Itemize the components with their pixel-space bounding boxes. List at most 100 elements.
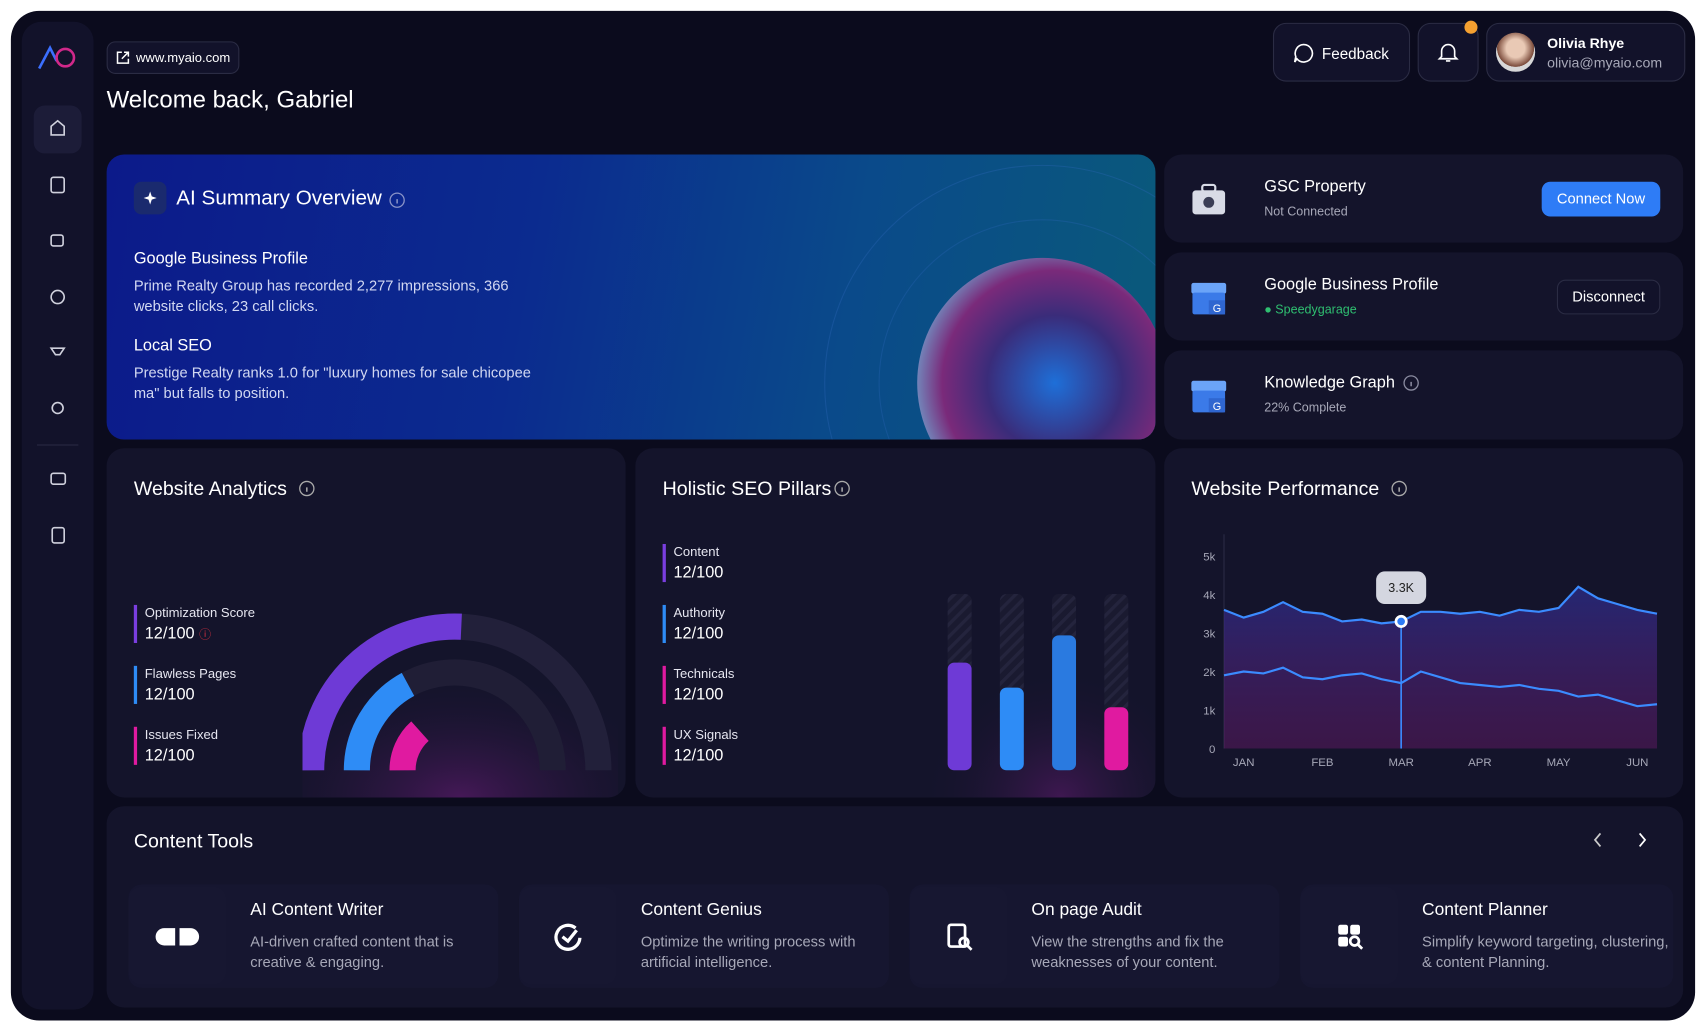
tool-text: AI Content Writer AI-driven crafted conte… bbox=[250, 901, 500, 973]
tool-title: AI Content Writer bbox=[250, 900, 384, 920]
integration-card: G Knowledge Graph 22% Complete bbox=[1164, 350, 1684, 440]
section-heading: Local SEO bbox=[133, 336, 212, 355]
feedback-button[interactable]: Feedback bbox=[1272, 22, 1411, 82]
tool-card[interactable]: AI Content Writer AI-driven crafted conte… bbox=[128, 884, 500, 988]
metric-label: Technicals bbox=[673, 665, 735, 682]
svg-text:G: G bbox=[1213, 401, 1221, 413]
x-tick-label: MAR bbox=[1388, 757, 1413, 769]
hover-point-core bbox=[1397, 617, 1405, 626]
metric-value: 12/100 bbox=[144, 746, 195, 765]
x-tick-label: JUN bbox=[1626, 757, 1648, 769]
tool-text: On page Audit View the strengths and fix … bbox=[1031, 901, 1281, 973]
tool-text: Content Planner Simplify keyword targetin… bbox=[1422, 901, 1672, 973]
sparkle-icon bbox=[133, 181, 167, 215]
bell-icon bbox=[1437, 43, 1459, 62]
integration-status: Not Connected bbox=[1264, 205, 1348, 219]
tool-card[interactable]: Content Planner Simplify keyword targetin… bbox=[1300, 884, 1674, 988]
nav-icon[interactable] bbox=[51, 401, 64, 415]
metric-label: Flawless Pages bbox=[144, 665, 237, 682]
toolbox-icon bbox=[1192, 183, 1226, 215]
x-tick-label: JAN bbox=[1233, 757, 1255, 769]
x-tick-label: APR bbox=[1468, 757, 1491, 769]
tool-title: Content Planner bbox=[1422, 900, 1548, 920]
tool-icon bbox=[1300, 886, 1399, 985]
tool-description: AI-driven crafted content that is creati… bbox=[250, 933, 454, 971]
nav-icon[interactable] bbox=[50, 176, 66, 194]
metric: Issues Fixed 12/100 bbox=[133, 726, 218, 765]
user-name: Olivia Rhye bbox=[1547, 34, 1625, 52]
integration-name: Knowledge Graph bbox=[1264, 373, 1395, 392]
metric: Technicals 12/100 bbox=[662, 665, 735, 704]
y-tick-label: 3k bbox=[1203, 628, 1215, 640]
ai-summary-title: AI Summary Overview bbox=[176, 187, 382, 210]
card-title: Content Tools bbox=[133, 830, 254, 852]
tool-icon bbox=[518, 886, 617, 985]
home-icon bbox=[50, 119, 66, 136]
info-icon[interactable] bbox=[298, 480, 315, 497]
nav-icon[interactable] bbox=[51, 526, 66, 544]
nav-icon[interactable] bbox=[49, 347, 66, 356]
connect-button[interactable]: Connect Now bbox=[1541, 181, 1661, 217]
section-text: Prime Realty Group has recorded 2,277 im… bbox=[133, 277, 509, 315]
metric-value-text: 12/100 bbox=[144, 624, 195, 644]
tooltip-label: 3.3K bbox=[1388, 581, 1414, 595]
metric-value: 12/100 bbox=[673, 563, 724, 583]
x-tick-label: FEB bbox=[1311, 757, 1333, 769]
info-icon[interactable] bbox=[833, 480, 850, 497]
gbp-icon: G bbox=[1191, 282, 1227, 315]
sidebar-icons bbox=[33, 45, 82, 544]
analytics-card: Website Analytics Optimization Score 12/1… bbox=[106, 448, 626, 798]
info-icon[interactable] bbox=[1390, 480, 1407, 497]
metric-value: 12/100 bbox=[144, 685, 195, 704]
integration-card: G Google Business Profile ● Speedygarage… bbox=[1164, 252, 1684, 341]
series-line bbox=[1223, 666, 1658, 708]
metric-label: Content bbox=[673, 544, 720, 560]
carousel-arrows[interactable] bbox=[1588, 830, 1653, 850]
integration-status: 22% Complete bbox=[1264, 401, 1347, 415]
chat-icon bbox=[1293, 43, 1314, 63]
tool-icon bbox=[909, 886, 1008, 985]
metric: Optimization Score 12/100 ⓘ bbox=[133, 604, 256, 644]
nav-home[interactable] bbox=[33, 105, 82, 154]
tool-card[interactable]: On page Audit View the strengths and fix … bbox=[909, 884, 1281, 988]
orb-art bbox=[824, 164, 1156, 440]
user-card[interactable]: Olivia Rhye olivia@myaio.com bbox=[1486, 22, 1686, 82]
tool-description: View the strengths and fix the weaknesse… bbox=[1031, 933, 1224, 971]
status-text: Speedygarage bbox=[1275, 303, 1357, 317]
nav-icon[interactable] bbox=[50, 234, 64, 247]
metric-label: Optimization Score bbox=[144, 604, 256, 621]
tool-card[interactable]: Content Genius Optimize the writing proce… bbox=[518, 884, 889, 988]
section-heading: Google Business Profile bbox=[133, 249, 309, 268]
welcome: Welcome back, Gabriel bbox=[106, 85, 354, 114]
logo bbox=[38, 45, 76, 70]
seo-pillars-card: Holistic SEO Pillars Content 12/100 Autho… bbox=[635, 448, 1156, 798]
tool-title: On page Audit bbox=[1031, 900, 1142, 920]
line-chart: 0 1k 2k 3k 4k 5k JAN FEB MAR APR MAY JUN 3.3K bbox=[1203, 534, 1658, 769]
y-tick-label: 1k bbox=[1203, 705, 1215, 717]
svg-text:G: G bbox=[1213, 303, 1221, 315]
nav-icon[interactable] bbox=[50, 289, 66, 305]
section-text: Prestige Realty ranks 1.0 for "luxury ho… bbox=[133, 364, 531, 402]
user-email: olivia@myaio.com bbox=[1547, 54, 1663, 71]
info-icon[interactable] bbox=[1402, 374, 1419, 391]
disconnect-button[interactable]: Disconnect bbox=[1556, 279, 1661, 315]
metric: Flawless Pages 12/100 bbox=[133, 665, 237, 704]
metric: Authority 12/100 bbox=[662, 604, 725, 644]
x-tick-label: MAY bbox=[1547, 757, 1571, 769]
url: www.myaio.com bbox=[136, 50, 231, 66]
integration-status: ● Speedygarage bbox=[1264, 303, 1357, 317]
y-tick-label: 2k bbox=[1203, 667, 1215, 679]
url-chip[interactable]: www.myaio.com bbox=[106, 41, 240, 74]
tools-row: AI Content Writer AI-driven crafted conte… bbox=[128, 884, 1674, 994]
gauge bbox=[302, 611, 618, 798]
metric-value: 12/100 bbox=[673, 685, 724, 704]
metric-label: UX Signals bbox=[673, 726, 739, 743]
avatar bbox=[1496, 32, 1536, 72]
tool-icon bbox=[128, 886, 227, 985]
metric-label: Issues Fixed bbox=[144, 726, 218, 743]
metric-label: Authority bbox=[673, 604, 725, 621]
nav-icon[interactable] bbox=[50, 472, 67, 485]
info-icon[interactable] bbox=[388, 191, 405, 208]
